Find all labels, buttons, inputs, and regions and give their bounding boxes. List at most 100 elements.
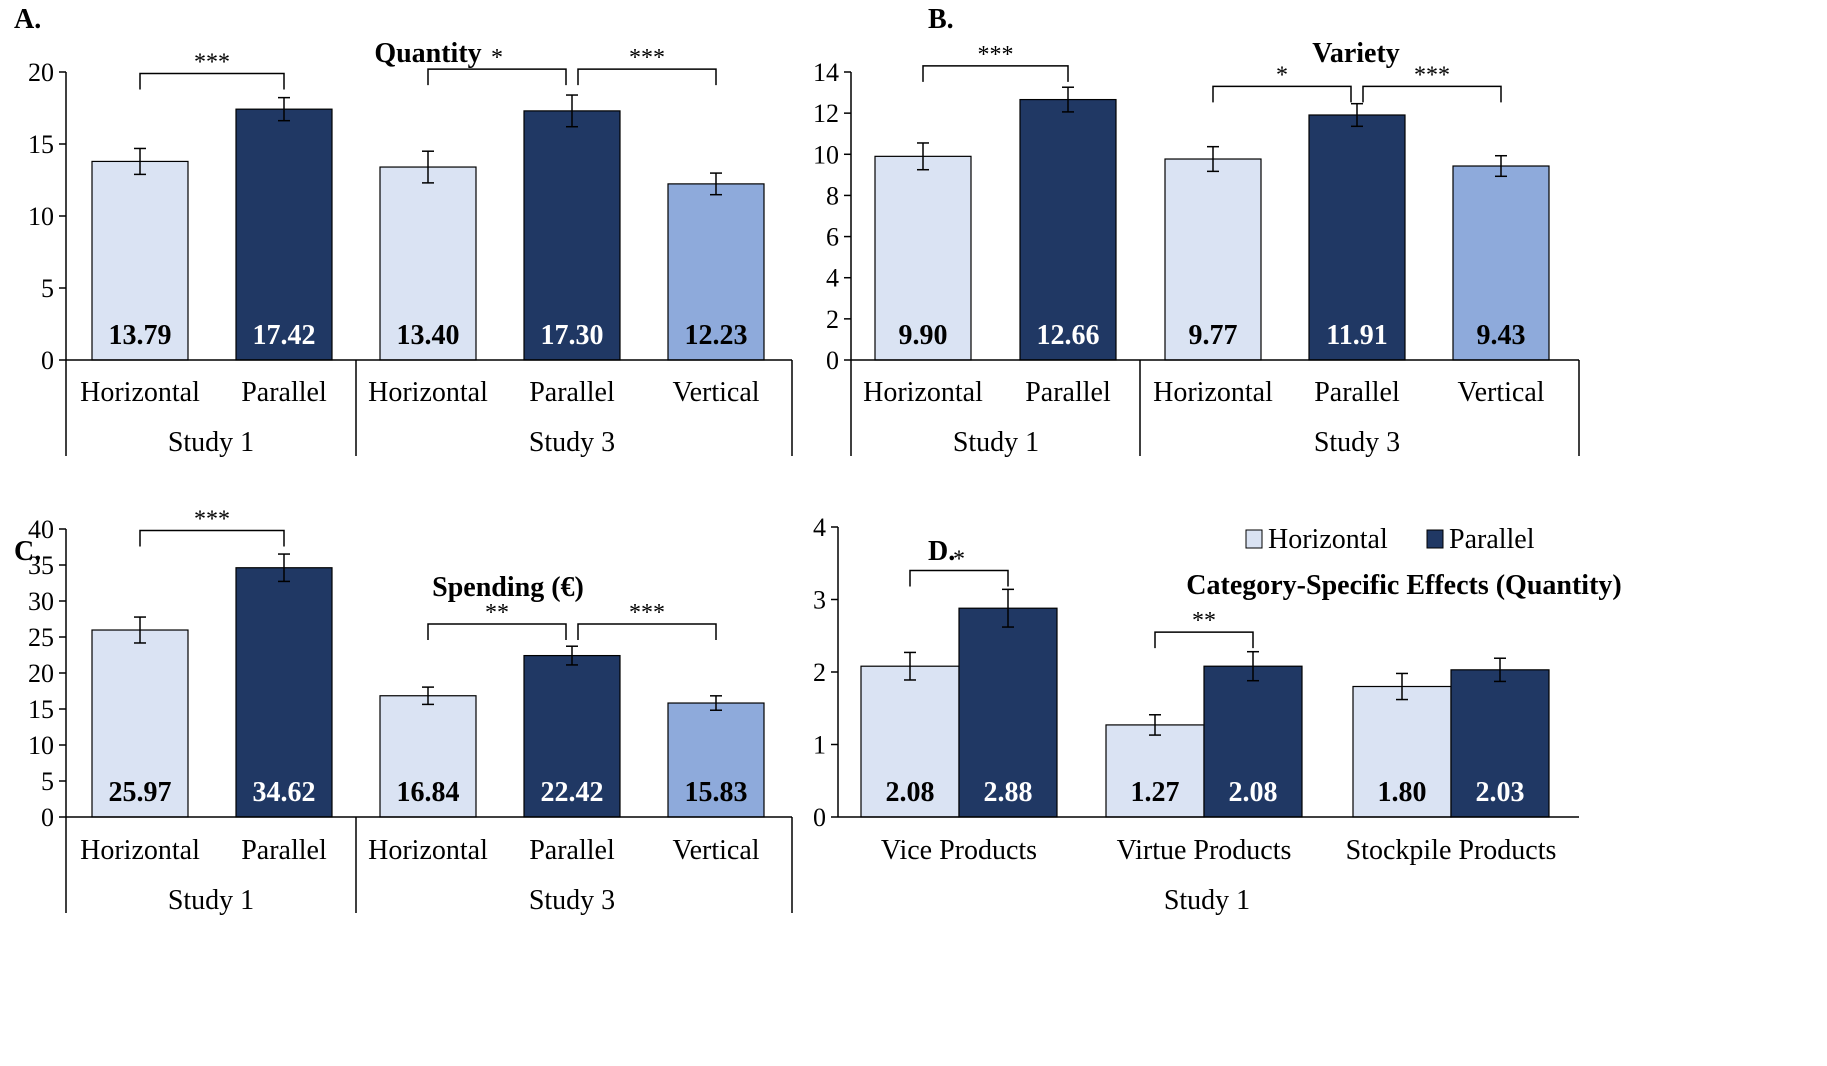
y-tick-label: 0 (826, 346, 839, 375)
y-tick-label: 20 (28, 659, 54, 688)
bar-horizontal (379, 695, 477, 818)
significance-label: ** (485, 600, 509, 626)
y-tick-label: 0 (41, 803, 54, 832)
y-tick-label: 10 (28, 731, 54, 760)
significance-bracket (139, 529, 285, 547)
significance-label: *** (978, 42, 1014, 68)
significance-bracket (427, 68, 567, 86)
significance-label: * (953, 547, 965, 573)
y-tick-label: 5 (41, 767, 54, 796)
bar-value-label: 12.23 (685, 320, 748, 351)
significance-bracket (577, 68, 717, 86)
chart-title: Quantity (374, 38, 481, 69)
significance-bracket (922, 65, 1069, 82)
bar-value-label: 9.43 (1477, 320, 1526, 351)
significance-bracket (1212, 85, 1352, 103)
y-tick-label: 30 (28, 587, 54, 616)
significance-label: *** (629, 600, 665, 626)
y-tick-label: 3 (813, 586, 826, 615)
y-tick-label: 35 (28, 551, 54, 580)
y-tick-label: 20 (28, 58, 54, 87)
legend: Horizontal Parallel (1245, 524, 1535, 555)
y-tick-label: 15 (28, 695, 54, 724)
y-tick-label: 1 (813, 731, 826, 760)
bar-value-label: 34.62 (253, 777, 316, 808)
bar-horizontal (91, 629, 189, 818)
category-label: Horizontal (368, 835, 488, 866)
significance-bracket (1154, 631, 1254, 649)
y-tick-label: 5 (41, 274, 54, 303)
significance-bracket (427, 623, 567, 641)
y-tick-label: 10 (813, 140, 839, 169)
significance-label: * (491, 45, 503, 71)
significance-bracket (139, 72, 285, 90)
bar-vertical (1452, 165, 1550, 361)
bar-parallel (1308, 114, 1406, 361)
bar-value-label: 13.40 (397, 320, 460, 351)
panel-d: D. Category-Specific Effects (Quantity) 0 1… (813, 513, 1622, 916)
category-label: Horizontal (80, 377, 200, 408)
bar-value-label: 17.42 (253, 320, 316, 351)
y-tick-label: 15 (28, 130, 54, 159)
significance-bracket (1362, 85, 1502, 103)
bar-value-label: 2.88 (984, 777, 1033, 808)
y-tick-label: 14 (813, 58, 839, 87)
chart-title: Variety (1312, 38, 1400, 69)
bar-parallel (958, 607, 1058, 818)
category-label: Parallel (1025, 377, 1111, 408)
bar-value-label: 15.83 (685, 777, 748, 808)
bar-value-label: 1.80 (1378, 777, 1427, 808)
y-tick-label: 8 (826, 181, 839, 210)
category-label: Horizontal (80, 835, 200, 866)
y-tick-label: 6 (826, 223, 839, 252)
panel-letter: D. (928, 536, 955, 567)
panel-c: C. Spending (€) 0 5 10 15 20 25 30 35 40 25.97 Horiz… (14, 506, 793, 916)
group-label: Study 1 (168, 885, 254, 916)
category-label: Vertical (1457, 377, 1544, 408)
significance-label: *** (194, 506, 230, 532)
bar-horizontal (1352, 685, 1452, 818)
bar-horizontal (874, 155, 972, 361)
panel-letter: B. (928, 4, 954, 35)
y-tick-label: 12 (813, 99, 839, 128)
bar-parallel (1450, 669, 1550, 818)
category-label: Horizontal (1153, 377, 1273, 408)
group-label: Study 3 (529, 427, 615, 458)
bar-parallel (523, 110, 621, 361)
bar-value-label: 16.84 (397, 777, 460, 808)
group-label: Study 1 (953, 427, 1039, 458)
category-label: Virtue Products (1117, 835, 1292, 866)
chart-title: Category-Specific Effects (Quantity) (1186, 570, 1621, 601)
bar-value-label: 25.97 (109, 777, 172, 808)
y-tick-label: 4 (813, 513, 826, 542)
significance-label: ** (1192, 608, 1216, 634)
group-label: Study 3 (529, 885, 615, 916)
bar-horizontal (860, 665, 960, 818)
y-tick-label: 4 (826, 264, 839, 293)
bar-value-label: 13.79 (109, 320, 172, 351)
chart-title: Spending (€) (432, 572, 584, 603)
legend-swatch-parallel (1426, 529, 1444, 549)
category-label: Parallel (241, 835, 327, 866)
bar-value-label: 2.08 (886, 777, 935, 808)
y-tick-label: 2 (813, 658, 826, 687)
y-tick-label: 40 (28, 515, 54, 544)
category-label: Vertical (672, 377, 759, 408)
significance-label: *** (629, 45, 665, 71)
y-tick-label: 0 (813, 803, 826, 832)
y-tick-label: 0 (41, 346, 54, 375)
significance-bracket (909, 569, 1009, 587)
bar-vertical (667, 183, 765, 361)
group-label: Study 3 (1314, 427, 1400, 458)
bar-value-label: 11.91 (1326, 320, 1387, 351)
bar-vertical (667, 702, 765, 818)
group-label: Study 1 (168, 427, 254, 458)
group-label: Study 1 (1164, 885, 1250, 916)
y-tick-label: 2 (826, 305, 839, 334)
bar-value-label: 2.03 (1476, 777, 1525, 808)
bar-value-label: 9.90 (899, 320, 948, 351)
bar-parallel (235, 567, 333, 818)
category-label: Parallel (529, 835, 615, 866)
category-label: Parallel (241, 377, 327, 408)
